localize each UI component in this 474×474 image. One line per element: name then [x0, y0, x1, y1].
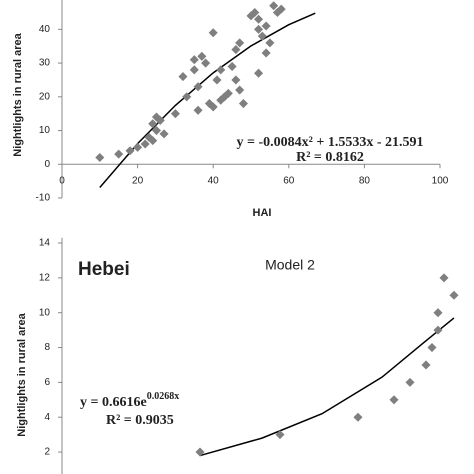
trend-line [99, 12, 316, 189]
x-tick-label: 40 [208, 176, 220, 187]
point [151, 126, 162, 136]
trend-line [199, 317, 455, 457]
point [125, 146, 135, 156]
point [389, 395, 399, 405]
point [265, 38, 275, 48]
equation-exponent: 0.0268x [147, 391, 180, 402]
point [254, 68, 264, 78]
point [231, 75, 241, 85]
y-tick-label: -10 [36, 193, 51, 204]
y-axis-label: Nightlights in rural area [12, 32, 24, 156]
y-tick-label: 40 [39, 24, 51, 35]
point [189, 55, 199, 65]
chart-title: Model 2 [265, 257, 315, 273]
point [208, 28, 218, 38]
y-tick-label: 4 [44, 412, 50, 423]
point [114, 149, 124, 159]
point [155, 115, 165, 125]
y-tick-label: 0 [44, 159, 50, 170]
point [193, 82, 203, 92]
equation-base: y = 0.6616e [80, 395, 147, 410]
point [189, 65, 199, 75]
point [182, 92, 192, 102]
point [405, 377, 415, 387]
point [133, 142, 143, 152]
r-squared: R² = 0.8162 [296, 150, 364, 165]
point [238, 99, 248, 109]
point [449, 290, 459, 300]
x-axis-label: HAI [253, 207, 272, 219]
point [178, 72, 188, 82]
x-tick-label: 0 [59, 176, 65, 187]
y-tick-label: 10 [39, 307, 51, 318]
point [216, 65, 226, 75]
point [201, 58, 211, 68]
x-tick-label: 60 [283, 176, 295, 187]
y-tick-label: 6 [44, 377, 50, 388]
point [148, 136, 158, 146]
point [235, 85, 245, 95]
equation: y = 0.6616e0.0268x [80, 391, 179, 410]
point [227, 61, 237, 71]
r-squared: R² = 0.9035 [106, 413, 174, 428]
y-tick-label: 20 [39, 91, 51, 102]
point [148, 119, 158, 129]
y-tick-label: 30 [39, 58, 51, 69]
point [421, 360, 431, 370]
y-tick-label: 10 [39, 125, 51, 136]
point [195, 447, 205, 457]
point [95, 152, 105, 163]
point [193, 105, 203, 115]
point [159, 129, 169, 139]
point [235, 38, 245, 48]
x-tick-label: 80 [359, 176, 371, 187]
y-axis-label: Nightlights in rural area [16, 312, 28, 436]
x-tick-label: 100 [432, 176, 449, 187]
x-tick-label: 20 [132, 176, 144, 187]
point [197, 51, 207, 61]
point [261, 21, 271, 31]
point [170, 109, 180, 119]
point [439, 273, 449, 283]
region-label: Hebei [78, 259, 130, 280]
y-tick-label: 8 [44, 342, 50, 353]
point [208, 102, 218, 112]
y-tick-label: 14 [39, 238, 51, 249]
y-tick-label: 2 [44, 447, 50, 458]
point [433, 308, 443, 318]
point [353, 412, 363, 422]
equation: y = -0.0084x² + 1.5533x - 21.591 [237, 135, 424, 150]
point [223, 88, 233, 98]
point [427, 343, 437, 353]
point [212, 75, 222, 85]
point [261, 48, 271, 58]
y-tick-label: 12 [39, 273, 51, 284]
